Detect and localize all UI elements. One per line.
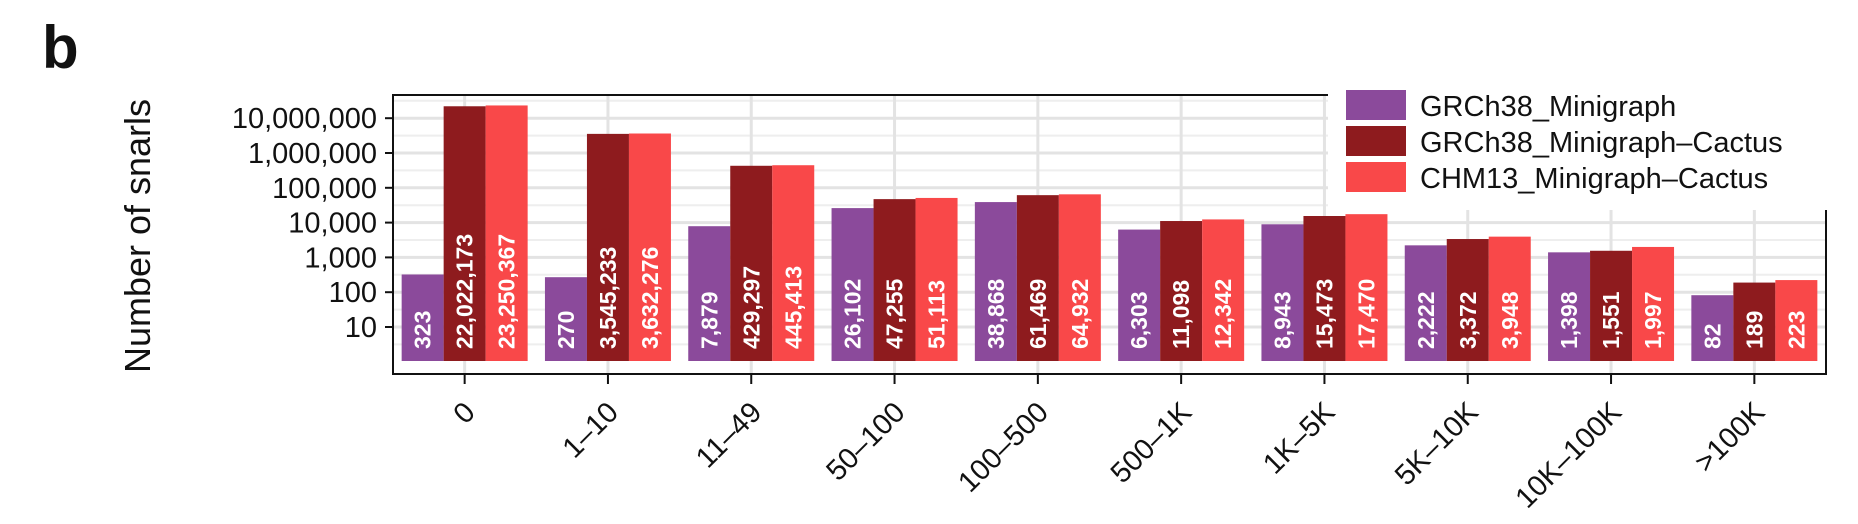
bar-value-label: 1,551	[1598, 291, 1624, 349]
bar	[1058, 194, 1101, 361]
bar	[1303, 216, 1346, 361]
x-tick-label: 1K–5K	[1257, 396, 1342, 481]
y-tick-label: 10,000	[288, 208, 377, 240]
bar	[873, 199, 916, 361]
bar	[772, 165, 815, 361]
bar-value-label: 17,470	[1353, 279, 1379, 349]
bar	[1345, 214, 1388, 361]
bar-value-label: 445,413	[780, 266, 806, 349]
bar-value-labels: 323 270 7,879 26,102 38,868 6,303 8,943 2,222 1,…	[410, 234, 1810, 349]
bar-value-label: 26,102	[840, 279, 866, 349]
bar-value-label: 38,868	[983, 278, 1009, 349]
bar	[401, 274, 444, 361]
bar-value-label: 3,948	[1497, 291, 1523, 349]
bar-value-label: 1,398	[1556, 291, 1582, 349]
y-tick-label: 1,000,000	[248, 138, 377, 170]
bar	[1016, 195, 1059, 361]
bar	[1632, 246, 1675, 361]
x-tick-label: 100–500	[952, 396, 1054, 498]
bar	[1775, 280, 1818, 361]
bar	[1160, 221, 1203, 361]
x-tick-label: 0	[448, 396, 482, 430]
bar-value-label: 82	[1699, 323, 1725, 349]
bar	[974, 202, 1017, 361]
bar-value-label: 223	[1783, 311, 1809, 349]
bar	[443, 106, 486, 361]
bars	[401, 105, 1818, 361]
bar	[831, 208, 874, 361]
bar	[1590, 250, 1633, 361]
bar	[1446, 239, 1489, 361]
bar-value-label: 22,022,173	[452, 234, 478, 349]
bar-value-label: 61,469	[1025, 279, 1051, 349]
bar	[586, 133, 629, 361]
bar-value-label: 11,098	[1168, 280, 1194, 349]
x-tick-label: 50–100	[820, 396, 911, 487]
bar-value-label: 270	[553, 311, 579, 349]
x-tick-label: >100K	[1689, 396, 1772, 479]
bar-value-label: 1,997	[1640, 291, 1666, 349]
x-tick-label: 11–49	[690, 396, 768, 474]
bar	[544, 277, 587, 361]
x-tick-label: 10K–100K	[1510, 396, 1629, 515]
bar-value-label: 6,303	[1126, 291, 1152, 349]
legend-swatch	[1346, 126, 1406, 156]
bar	[915, 197, 958, 361]
bar	[1733, 282, 1776, 361]
bar-value-label: 3,632,276	[637, 247, 663, 349]
bar	[485, 105, 528, 361]
bar-value-label: 2,222	[1413, 291, 1439, 349]
bar-value-label: 51,113	[924, 280, 950, 349]
y-tick-label: 100,000	[272, 173, 377, 205]
legend-background	[1328, 84, 1838, 210]
panel-letter: b	[42, 14, 79, 81]
bar	[1548, 252, 1591, 361]
bar-value-label: 3,545,233	[595, 247, 621, 349]
bar	[628, 133, 671, 361]
bar-value-label: 12,342	[1210, 279, 1236, 349]
x-tick-label: 1–10	[557, 396, 625, 464]
legend-label: GRCh38_Minigraph	[1420, 91, 1676, 123]
bar	[1404, 245, 1447, 361]
bar-value-label: 189	[1741, 311, 1767, 349]
legend-swatch	[1346, 90, 1406, 120]
legend-label: CHM13_Minigraph–Cactus	[1420, 163, 1768, 195]
x-tick-label: 500–1K	[1105, 396, 1199, 490]
bar	[1202, 219, 1245, 361]
bar-value-label: 23,250,367	[494, 234, 520, 349]
bar-value-label: 8,943	[1269, 291, 1295, 349]
bar-value-label: 15,473	[1311, 279, 1337, 349]
y-axis-label: Number of snarls	[117, 99, 158, 373]
legend-label: GRCh38_Minigraph–Cactus	[1420, 127, 1783, 159]
bar-value-label: 323	[410, 311, 436, 349]
bar-value-label: 47,255	[882, 278, 908, 349]
y-tick-label: 100	[329, 277, 377, 309]
x-tick-label: 5K–10K	[1389, 396, 1485, 492]
bar-value-label: 64,932	[1067, 279, 1093, 349]
y-tick-label: 10,000,000	[232, 103, 377, 135]
bar	[730, 165, 773, 361]
bar	[1488, 236, 1531, 361]
bar	[688, 226, 731, 361]
bar-value-label: 7,879	[696, 291, 722, 349]
bar	[1261, 224, 1304, 361]
legend: GRCh38_Minigraph GRCh38_Minigraph–Cactus C…	[1328, 84, 1838, 210]
bar-value-label: 429,297	[738, 266, 764, 349]
bar-value-label: 3,372	[1455, 291, 1481, 349]
bar	[1691, 295, 1734, 361]
bar	[1118, 229, 1161, 361]
y-tick-label: 1,000	[304, 242, 377, 274]
y-tick-label: 10	[345, 312, 377, 344]
plot-frame	[392, 94, 1827, 375]
legend-swatch	[1346, 162, 1406, 192]
